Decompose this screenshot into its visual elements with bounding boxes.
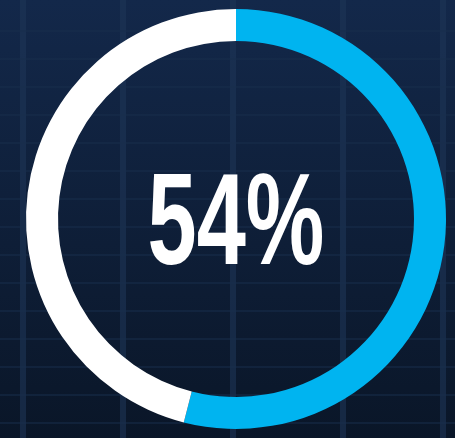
donut	[26, 9, 446, 429]
background	[0, 0, 455, 438]
rack-shelf	[0, 366, 455, 368]
background-racks	[0, 0, 455, 438]
chart: 54%	[0, 0, 455, 438]
rack-shelf	[0, 394, 455, 396]
center-label: 54%	[148, 146, 325, 292]
rack-shelf	[0, 58, 455, 60]
rack-post	[20, 0, 26, 438]
